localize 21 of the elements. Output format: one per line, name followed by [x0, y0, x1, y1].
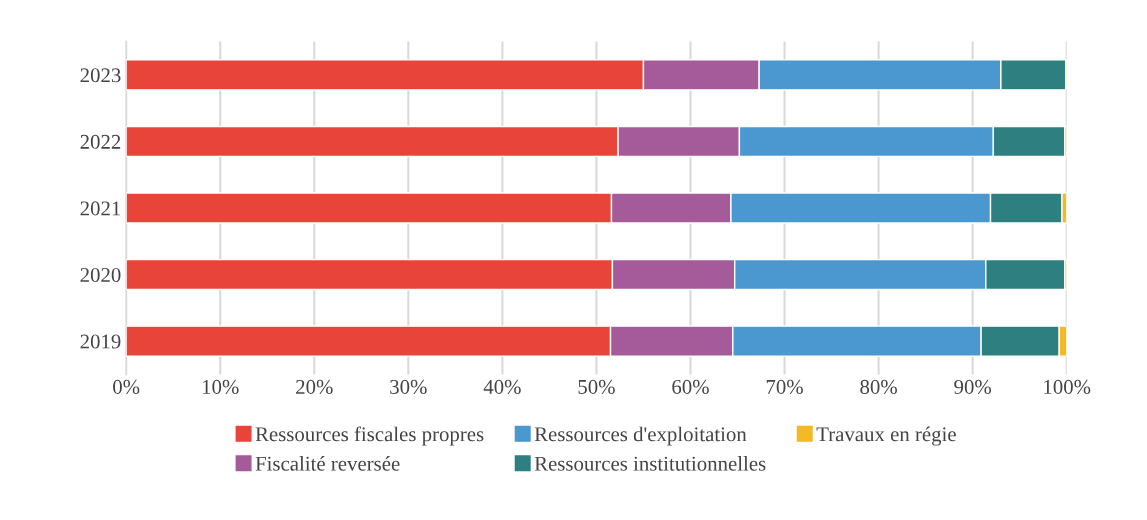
x-tick-label: 50%	[578, 379, 615, 394]
x-tick-label: 30%	[390, 379, 427, 394]
legend-label: Travaux en régie	[816, 426, 956, 446]
x-tick-label: 20%	[296, 379, 333, 394]
y-tick-label: 2020	[80, 267, 121, 282]
y-tick-label: 2023	[80, 68, 121, 83]
legend-label: Ressources institutionnelles	[534, 456, 766, 471]
x-tick-label: 100%	[1044, 379, 1091, 394]
x-tick-label: 60%	[672, 379, 709, 394]
x-tick-label: 40%	[483, 379, 521, 394]
legend-label: Ressources fiscales propres	[255, 426, 484, 446]
x-tick-label: 70%	[766, 379, 803, 394]
legend-label: Fiscalité reversée	[255, 456, 400, 471]
legend-label: Ressources d'exploitation	[534, 426, 747, 446]
x-tick-label: 90%	[954, 379, 992, 394]
x-tick-label: 80%	[860, 379, 897, 394]
x-tick-label: 0%	[113, 379, 140, 394]
y-tick-label: 2021	[80, 201, 121, 216]
y-tick-label: 2019	[80, 334, 121, 349]
x-tick-label: 10%	[202, 379, 239, 394]
y-tick-label: 2022	[80, 134, 121, 149]
